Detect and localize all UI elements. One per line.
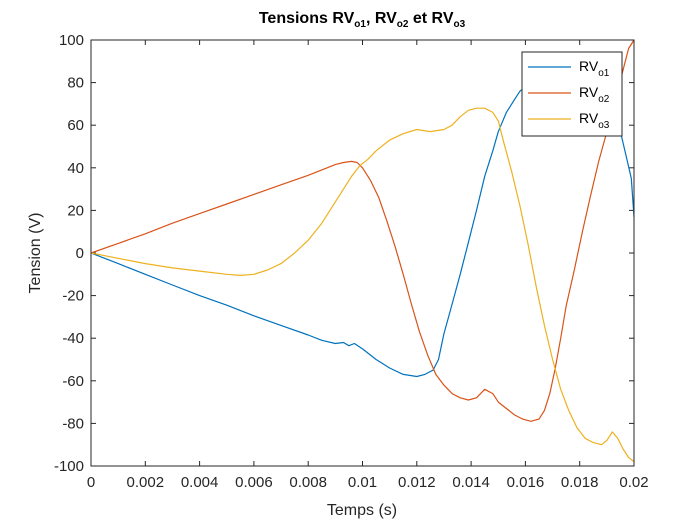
y-tick-label: -100 [54,458,84,475]
chart-title-subscript: o2 [397,19,409,30]
plot-frame [90,39,635,467]
y-tick-label: 40 [67,160,84,177]
y-tick-label: -60 [62,373,84,390]
x-tick-label: 0.012 [398,474,436,491]
legend-label-rvo3: RVo3 [579,110,610,131]
chart-title-part: Tensions RV [259,10,355,27]
x-tick-label: 0 [87,474,95,491]
x-axis-ticks: 0 0.002 0.004 0.006 0.008 0.01 0.012 0.014 0.016… [87,40,649,491]
y-tick-label: 0 [76,245,84,262]
y-tick-label: 80 [67,75,84,92]
y-tick-label: 60 [67,117,84,134]
x-tick-label: 0.018 [561,474,599,491]
y-tick-label: -40 [62,330,84,347]
series-line-rvo2 [90,39,635,422]
chart-title-part: , RV [366,10,397,27]
chart-title-subscript: o3 [454,19,466,30]
x-tick-label: 0.004 [181,474,219,491]
x-tick-label: 0.002 [127,474,165,491]
chart-title: Tensions RVo1, RVo2 et RVo3 [259,10,466,30]
y-tick-label: 20 [67,202,84,219]
y-tick-label: -20 [62,288,84,305]
legend-label-rvo2: RVo2 [579,84,610,105]
x-tick-label: 0.008 [289,474,327,491]
x-tick-label: 0.01 [348,474,377,491]
legend: RVo1 RVo2 RVo3 [521,51,623,137]
x-tick-label: 0.016 [507,474,545,491]
y-axis-label: Tension (V) [27,213,44,294]
series-line-rvo3 [90,107,635,463]
y-tick-label: 100 [59,32,84,49]
chart-title-part: et RV [408,10,453,27]
y-axis-ticks: -100 -80 -60 -40 -20 0 20 40 60 80 100 [54,32,634,475]
x-axis-label: Temps (s) [327,502,397,519]
x-tick-label: 0.02 [619,474,648,491]
y-tick-label: -80 [62,415,84,432]
chart-title-subscript: o1 [354,19,366,30]
x-tick-label: 0.006 [235,474,273,491]
x-tick-label: 0.014 [452,474,490,491]
legend-label-rvo1: RVo1 [579,58,610,79]
legend-box [521,51,623,137]
